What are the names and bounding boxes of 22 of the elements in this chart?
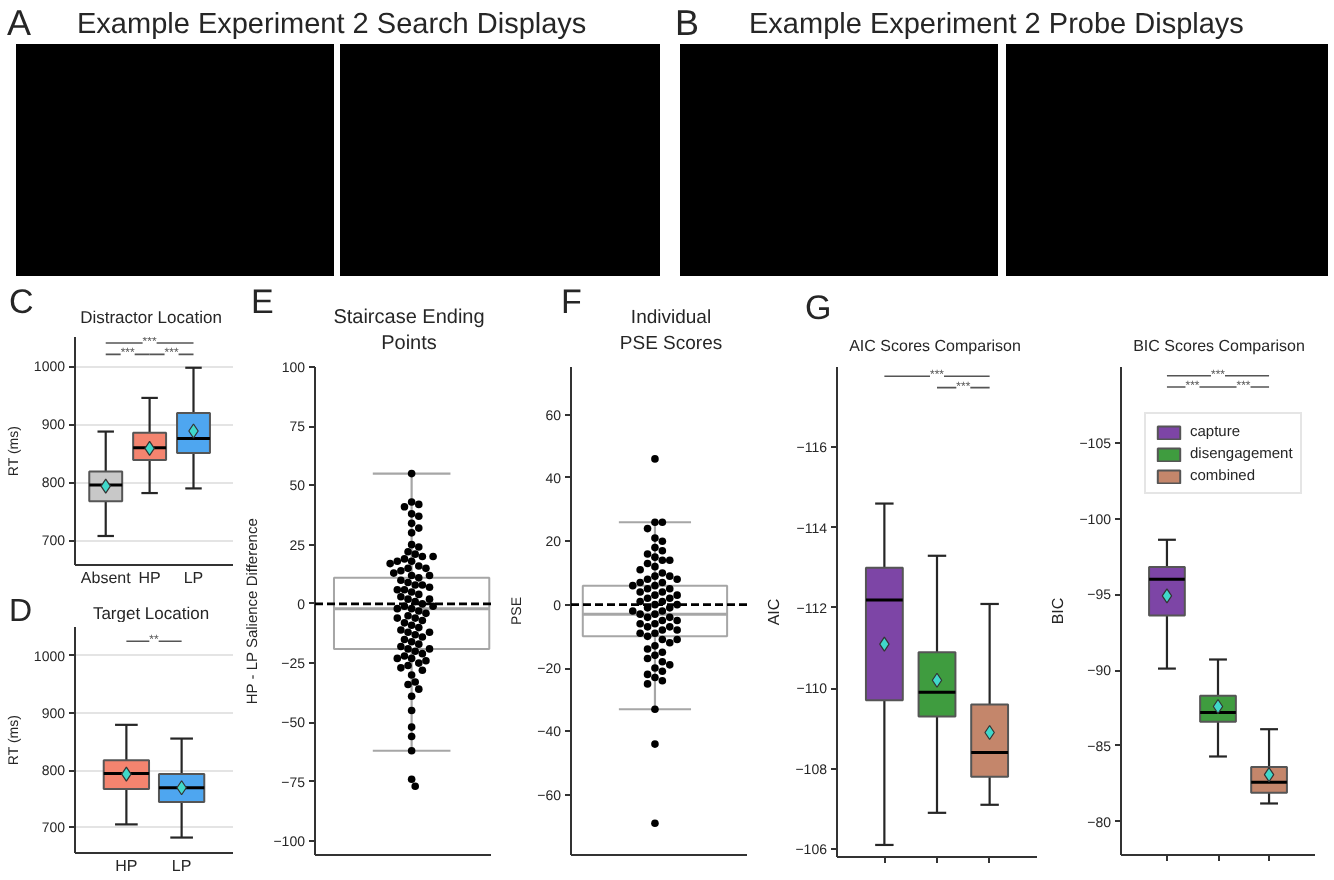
text: F [561,283,582,321]
x-tick-label: LP [183,569,204,587]
text: D [9,595,33,629]
text: B [675,3,700,43]
text: G [805,289,832,327]
chart-title: BIC Scores Comparison [1133,337,1305,355]
x-tick-label: HP [115,857,138,875]
text: E [251,283,274,321]
text: Example Experiment 2 Search Displays [77,9,587,41]
text: Example Experiment 2 Probe Displays [749,9,1244,41]
y-axis-title: BIC [1049,597,1068,625]
chart-title: Individual PSE Scores [619,306,723,355]
chart-title: Target Location [92,603,210,623]
chart-title: AIC Scores Comparison [849,337,1021,355]
x-tick-label: Absent [80,569,133,587]
chart-title: Staircase Ending Points [333,306,485,355]
y-axis-title: AIC [765,598,784,626]
x-tick-label: LP [171,857,192,875]
text: C [9,283,34,321]
text: A [7,3,32,43]
chart-title: Distractor Location [80,307,223,327]
x-tick-label: HP [138,569,161,587]
